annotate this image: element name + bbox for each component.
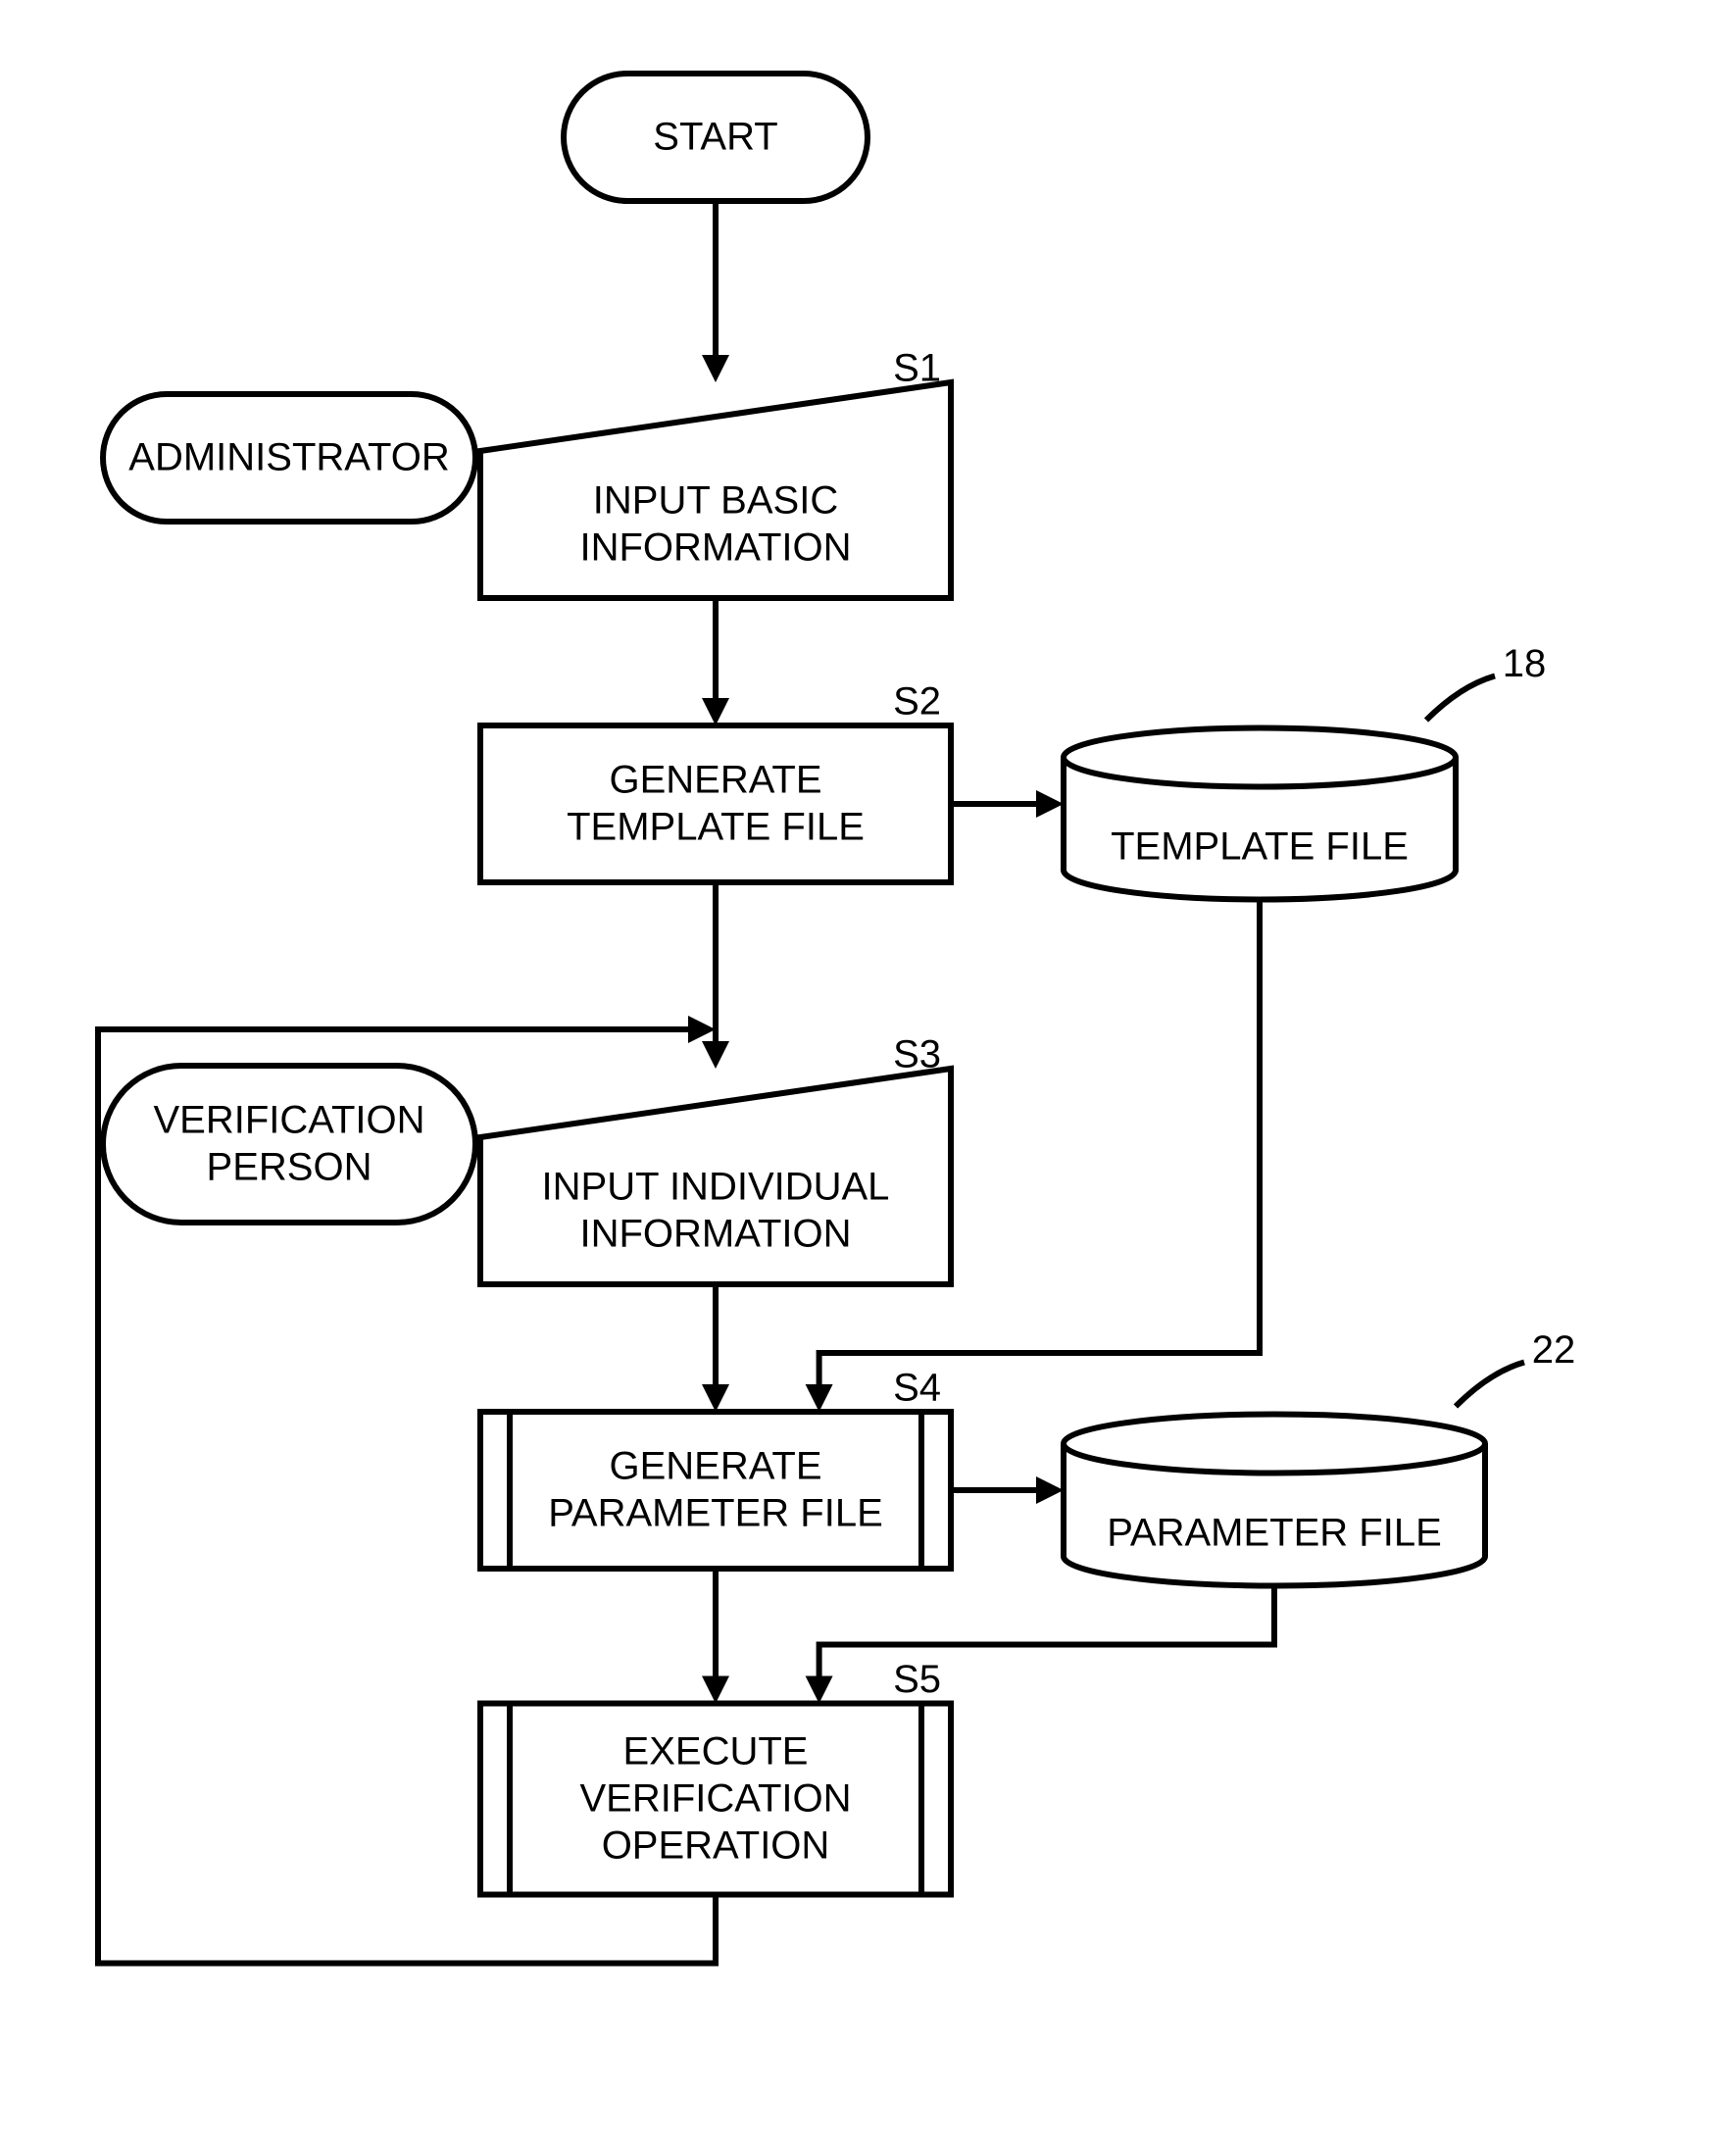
node-label: VERIFICATION [579, 1777, 851, 1821]
arrowhead [702, 1041, 729, 1069]
node-administrator: ADMINISTRATOR [103, 394, 475, 522]
node-label: TEMPLATE FILE [567, 806, 865, 849]
node-start: START [564, 74, 868, 201]
node-label: GENERATE [609, 759, 821, 802]
step-label: S1 [893, 347, 941, 390]
arrowhead [702, 1676, 729, 1704]
node-label: GENERATE [609, 1445, 821, 1488]
arrowhead [702, 698, 729, 725]
arrowhead [1036, 790, 1064, 818]
arrowhead [702, 1384, 729, 1412]
node-label: TEMPLATE FILE [1111, 825, 1409, 869]
step-label: S2 [893, 680, 941, 724]
node-label: VERIFICATION [153, 1099, 424, 1142]
node-label: PERSON [207, 1146, 372, 1189]
step-label: S3 [893, 1033, 941, 1076]
step-label: S5 [893, 1658, 941, 1701]
arrowhead [702, 355, 729, 382]
arrowhead [1036, 1476, 1064, 1504]
node-db18: TEMPLATE FILE 18 [1064, 642, 1546, 899]
ref-leader [1456, 1363, 1524, 1407]
node-label: EXECUTE [623, 1730, 809, 1774]
node-label: START [653, 116, 777, 159]
step-label: S4 [893, 1367, 941, 1410]
node-label: PARAMETER FILE [1107, 1512, 1442, 1555]
node-db22: PARAMETER FILE 22 [1064, 1328, 1575, 1585]
edge-db22-s5 [819, 1586, 1274, 1676]
node-label: INPUT BASIC [593, 479, 838, 523]
arrowhead [806, 1384, 833, 1412]
node-s3: INPUT INDIVIDUALINFORMATION S3 [480, 1033, 951, 1284]
arrowhead [806, 1676, 833, 1704]
node-verification: VERIFICATIONPERSON [103, 1066, 475, 1223]
ref-label: 18 [1503, 642, 1547, 685]
node-label: OPERATION [602, 1824, 830, 1868]
node-label: INPUT INDIVIDUAL [542, 1166, 890, 1209]
node-s1: INPUT BASICINFORMATION S1 [480, 347, 951, 598]
arrowhead [688, 1016, 716, 1043]
node-label: INFORMATION [579, 526, 851, 570]
node-label: INFORMATION [579, 1213, 851, 1256]
ref-label: 22 [1532, 1328, 1576, 1372]
node-label: ADMINISTRATOR [128, 436, 449, 479]
ref-leader [1426, 676, 1495, 721]
node-label: PARAMETER FILE [548, 1492, 883, 1535]
